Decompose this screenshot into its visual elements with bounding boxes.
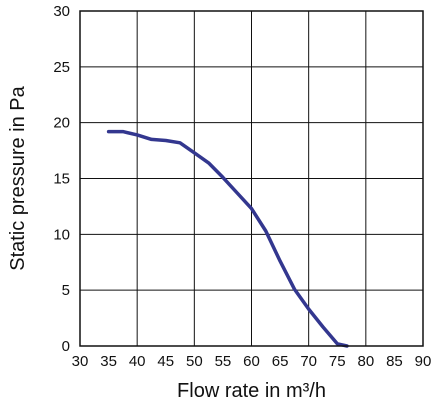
- x-tick-label-75: 75: [329, 353, 346, 370]
- x-tick-label-30: 30: [72, 353, 89, 370]
- x-tick-label-65: 65: [272, 353, 289, 370]
- y-tick-label-0: 0: [62, 338, 70, 355]
- x-tick-labels: 30 35 40 45 50 55 60 65 70 75 80 85 90: [72, 353, 432, 370]
- series-curve: [106, 129, 349, 348]
- y-tick-label-20: 20: [53, 115, 70, 132]
- x-tick-label-45: 45: [157, 353, 174, 370]
- y-tick-label-5: 5: [62, 282, 70, 299]
- y-tick-label-25: 25: [53, 59, 70, 76]
- plot-frame: [79, 10, 424, 347]
- x-tick-label-55: 55: [215, 353, 232, 370]
- x-tick-label-50: 50: [186, 353, 203, 370]
- x-tick-label-35: 35: [100, 353, 117, 370]
- grid: [79, 10, 424, 347]
- y-axis-label: Static pressure in Pa: [7, 85, 29, 270]
- x-tick-label-70: 70: [300, 353, 317, 370]
- y-tick-label-15: 15: [53, 171, 70, 188]
- x-axis-label: Flow rate in m³/h: [177, 380, 326, 402]
- y-tick-label-10: 10: [53, 226, 70, 243]
- y-tick-labels: 0 5 10 15 20 25 30: [53, 3, 70, 355]
- x-tick-label-40: 40: [129, 353, 146, 370]
- x-tick-label-60: 60: [243, 353, 260, 370]
- series-line-0: [106, 129, 349, 348]
- y-tick-label-30: 30: [53, 3, 70, 20]
- x-tick-label-90: 90: [415, 353, 432, 370]
- x-tick-label-85: 85: [386, 353, 403, 370]
- x-tick-label-80: 80: [357, 353, 374, 370]
